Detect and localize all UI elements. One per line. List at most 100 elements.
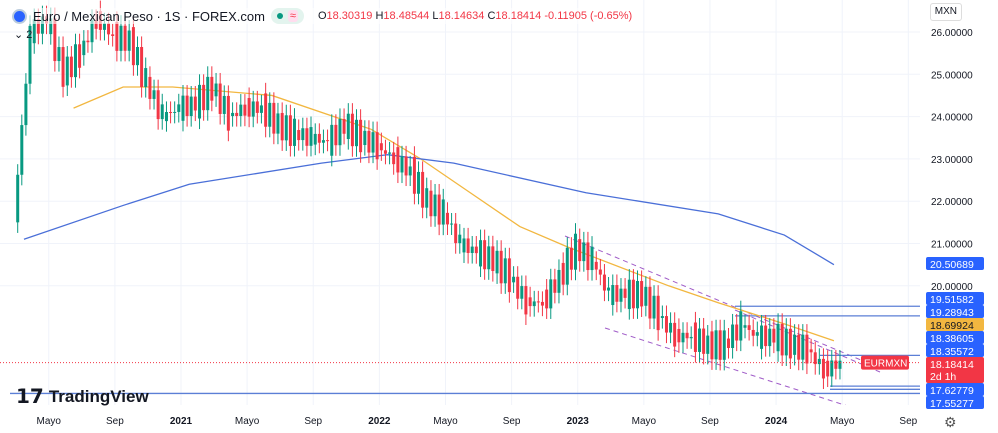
candle-body: [487, 246, 491, 270]
candle-body: [292, 118, 296, 146]
candle-body: [214, 83, 218, 97]
price-label: [926, 257, 984, 270]
candle-body: [218, 83, 222, 114]
candle-body: [367, 130, 371, 153]
price-label-text: 18.38605: [930, 333, 974, 345]
candle-body: [793, 334, 797, 355]
candle-body: [371, 132, 375, 153]
time-axis: [0, 405, 920, 433]
candle-body: [722, 330, 726, 360]
candle-body: [656, 295, 660, 331]
candle-body: [363, 130, 367, 146]
candle-body: [359, 119, 363, 153]
candle-body: [342, 118, 346, 134]
candle-body: [561, 262, 565, 285]
symbol-title[interactable]: Euro / Mexican Peso · 1S · FOREX.com: [33, 8, 265, 24]
candle-body: [82, 40, 86, 56]
candle-body: [495, 250, 499, 274]
candle-body: [297, 130, 301, 141]
candle-body: [470, 246, 474, 253]
candle-body: [507, 258, 511, 293]
candle-body: [784, 328, 788, 356]
candle-body: [28, 25, 32, 84]
candle-body: [57, 47, 61, 62]
candle-body: [673, 322, 677, 347]
tradingview-logo[interactable]: 𝟭𝟳 TradingView: [16, 386, 149, 408]
candle-body: [660, 316, 664, 319]
candle-body: [450, 223, 454, 225]
candle-body: [747, 325, 751, 330]
candle-body: [20, 125, 24, 175]
candle-body: [726, 338, 730, 349]
candle-body: [346, 113, 350, 140]
candle-body: [512, 276, 516, 283]
x-tick-label: Mayo: [37, 416, 62, 427]
price-label-text: 18.69924: [930, 320, 974, 332]
candle-body: [809, 349, 813, 353]
candle-body: [545, 289, 549, 309]
candle-body: [706, 335, 710, 354]
candle-body: [198, 84, 202, 119]
candle-body: [355, 119, 358, 147]
candle-body: [644, 286, 648, 306]
candle-body: [127, 30, 131, 51]
candle-body: [776, 323, 780, 352]
x-tick-label: Sep: [304, 416, 322, 427]
candle-body: [379, 143, 383, 151]
candle-body: [437, 194, 441, 225]
candle-body: [243, 104, 247, 116]
candle-body: [222, 95, 226, 114]
price-label-text: 19.51582: [930, 294, 974, 306]
price-label: [926, 396, 984, 409]
candle-body: [681, 332, 685, 343]
candle-body: [805, 334, 809, 364]
candle-body: [648, 286, 652, 319]
chart-legend: Euro / Mexican Peso · 1S · FOREX.com ≈ O…: [12, 8, 633, 24]
candle-body: [652, 295, 656, 319]
y-tick-label: 25.00000: [931, 70, 973, 81]
gear-icon[interactable]: ⚙: [944, 414, 957, 430]
candle-body: [272, 102, 276, 134]
price-label: [926, 383, 984, 396]
candle-body: [768, 328, 772, 347]
candle-body: [321, 140, 325, 143]
candle-body: [764, 325, 768, 347]
candle-body: [462, 238, 466, 253]
candle-body: [255, 101, 259, 113]
candle-body: [817, 358, 821, 365]
candle-body: [396, 147, 400, 173]
candle-body: [61, 47, 65, 87]
candle-body: [578, 239, 582, 262]
candle-body: [739, 311, 743, 341]
candle-body: [685, 332, 689, 339]
candle-body: [594, 261, 598, 270]
candle-body: [16, 174, 20, 223]
candle-body: [813, 352, 817, 365]
candle-body: [743, 325, 747, 328]
price-label: [926, 292, 984, 305]
currency-selector[interactable]: MXN: [929, 3, 962, 21]
price-label: [926, 331, 984, 344]
candle-body: [611, 285, 615, 306]
indicators-toggle[interactable]: ⌄ 2: [14, 29, 33, 41]
candle-body: [540, 301, 544, 306]
candle-body: [445, 212, 449, 225]
market-status-icon[interactable]: ≈: [270, 8, 304, 24]
candle-body: [698, 328, 702, 352]
candle-body: [731, 324, 735, 349]
candle-body: [528, 297, 532, 307]
candle-body: [755, 332, 759, 336]
candle-body: [247, 98, 251, 117]
candle-body: [702, 328, 706, 354]
candle-body: [499, 250, 503, 284]
candle-body: [169, 112, 173, 114]
candle-body: [375, 132, 379, 160]
candle-body: [412, 156, 416, 194]
candle-body: [36, 19, 40, 34]
candle-body: [532, 301, 536, 307]
x-tick-label: Sep: [106, 416, 124, 427]
candle-body: [181, 95, 185, 121]
price-label-text: 18.35572: [930, 346, 974, 358]
moving-average-line: [73, 86, 835, 342]
